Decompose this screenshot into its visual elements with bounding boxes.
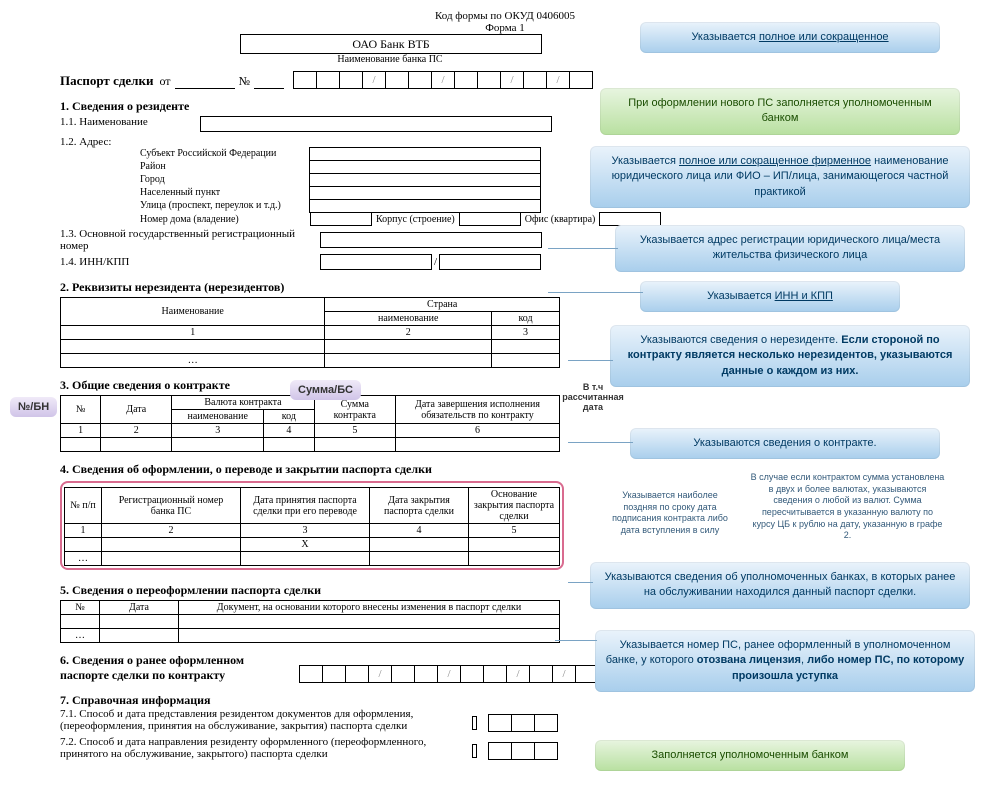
- callout-4: Указывается адрес регистрации юридическо…: [615, 225, 965, 272]
- callout-2: При оформлении нового ПС заполняется упо…: [600, 88, 960, 135]
- s13-box: [320, 232, 542, 248]
- inn-box: [320, 254, 432, 270]
- callout-7: Указываются сведения о контракте.: [630, 428, 940, 459]
- callout-9: Указывается номер ПС, ранее оформленный …: [595, 630, 975, 692]
- slash-sep: /: [434, 256, 437, 268]
- callout-5: Указывается ИНН и КПП: [640, 281, 900, 312]
- table-2: НаименованиеСтрана наименованиекод 123 …: [60, 297, 560, 368]
- date-underline: [175, 74, 235, 89]
- section-7-title: 7. Справочная информация: [60, 693, 986, 708]
- s72-text: 7.2. Способ и дата направления резиденту…: [60, 736, 440, 760]
- table-5: №ДатаДокумент, на основании которого вне…: [60, 600, 560, 643]
- s14-label: 1.4. ИНН/КПП: [60, 256, 320, 268]
- addr-town: Населенный пункт: [140, 187, 310, 200]
- s71-text: 7.1. Способ и дата представления резиден…: [60, 708, 440, 732]
- addr-rayon: Район: [140, 161, 310, 174]
- addr-town-box: [309, 186, 541, 200]
- okud-code: Код формы по ОКУД 0406005: [420, 10, 590, 22]
- s71-box1: .: [472, 716, 477, 730]
- addr-house-box: [310, 212, 372, 226]
- addr-street-box: [309, 199, 541, 213]
- leader-line: [555, 640, 597, 641]
- leader-line: [568, 582, 593, 583]
- label-summa: Сумма/БС: [290, 380, 361, 400]
- callout-10: Заполняется уполномоченным банком: [595, 740, 905, 771]
- bank-name-caption: Наименование банка ПС: [240, 54, 540, 65]
- num-underline: [254, 74, 284, 89]
- table-3: №ДатаВалюта контрактаСумма контрактаДата…: [60, 395, 560, 452]
- kpp-box: [439, 254, 541, 270]
- note-currency: В случае если контрактом сумма установле…: [750, 472, 945, 542]
- table-4: № п/пРегистрационный номер банка ПСДата …: [64, 487, 560, 566]
- ofis-box: [599, 212, 661, 226]
- ofis-label: Офис (квартира): [525, 214, 596, 225]
- leader-line: [548, 292, 643, 293]
- s13-label: 1.3. Основной государственный регистраци…: [60, 228, 320, 252]
- leader-line: [568, 442, 633, 443]
- s71-boxes: ...: [489, 714, 558, 732]
- section-4-highlight: № п/пРегистрационный номер банка ПСДата …: [60, 481, 564, 570]
- passport-title: Паспорт сделки: [60, 73, 153, 89]
- addr-rayon-box: [309, 160, 541, 174]
- addr-street: Улица (проспект, переулок и т.д.): [140, 200, 310, 213]
- s11-box: [200, 116, 552, 132]
- s72-box1: .: [472, 744, 477, 758]
- addr-house: Номер дома (владение): [140, 214, 310, 225]
- callout-3: Указывается полное или сокращенное фирме…: [590, 146, 970, 208]
- s72-boxes: ...: [489, 742, 558, 760]
- label-nbn: №/БН: [10, 397, 57, 417]
- callout-1: Указывается полное или сокращенное: [640, 22, 940, 53]
- addr-city: Город: [140, 174, 310, 187]
- note-date: Указывается наиболее поздняя по сроку да…: [610, 490, 730, 537]
- addr-city-box: [309, 173, 541, 187]
- s12-label: 1.2. Адрес:: [60, 136, 140, 148]
- section-6-title: 6. Сведения о ранее оформленном паспорте…: [60, 653, 260, 683]
- s11-label: 1.1. Наименование: [60, 116, 200, 132]
- callout-8: Указываются сведения об уполномоченных б…: [590, 562, 970, 609]
- addr-subject-box: [309, 147, 541, 161]
- bank-name-box: ОАО Банк ВТБ: [240, 34, 542, 54]
- ot-label: от: [159, 74, 170, 89]
- num-label: №: [239, 74, 250, 89]
- leader-line: [568, 360, 613, 361]
- ps-number-cells: ... / .. / .. / . / .: [294, 71, 593, 89]
- form-number: Форма 1: [420, 22, 590, 34]
- addr-subject: Субъект Российской Федерации: [140, 148, 310, 161]
- callout-6: Указываются сведения о нерезиденте. Если…: [610, 325, 970, 387]
- korpus-label: Корпус (строение): [376, 214, 455, 225]
- leader-line: [548, 248, 618, 249]
- korpus-box: [459, 212, 521, 226]
